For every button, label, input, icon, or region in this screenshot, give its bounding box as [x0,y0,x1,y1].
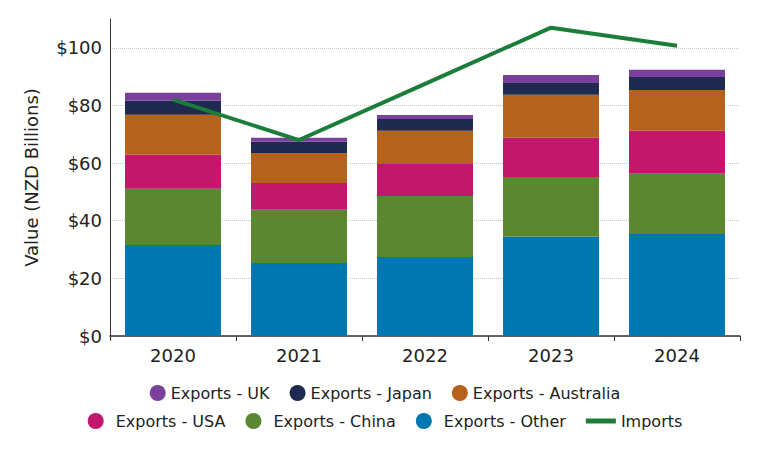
svg-text:Exports - China: Exports - China [273,412,395,431]
svg-text:2020: 2020 [150,345,196,366]
svg-text:$80: $80 [68,95,102,116]
svg-text:$20: $20 [68,268,102,289]
svg-text:Exports - USA: Exports - USA [116,412,226,431]
svg-text:2024: 2024 [654,345,700,366]
svg-text:2022: 2022 [402,345,448,366]
svg-text:Exports - Japan: Exports - Japan [311,384,432,403]
svg-text:2021: 2021 [276,345,322,366]
svg-text:$60: $60 [68,153,102,174]
svg-text:Value (NZD Billions): Value (NZD Billions) [21,88,42,267]
svg-text:$0: $0 [79,326,102,347]
svg-text:$100: $100 [56,37,102,58]
svg-text:Exports - Australia: Exports - Australia [473,384,620,403]
svg-text:2023: 2023 [528,345,574,366]
svg-text:$40: $40 [68,210,102,231]
svg-text:Imports: Imports [621,412,682,431]
svg-text:Exports - UK: Exports - UK [171,384,270,403]
svg-text:Exports - Other: Exports - Other [444,412,567,431]
